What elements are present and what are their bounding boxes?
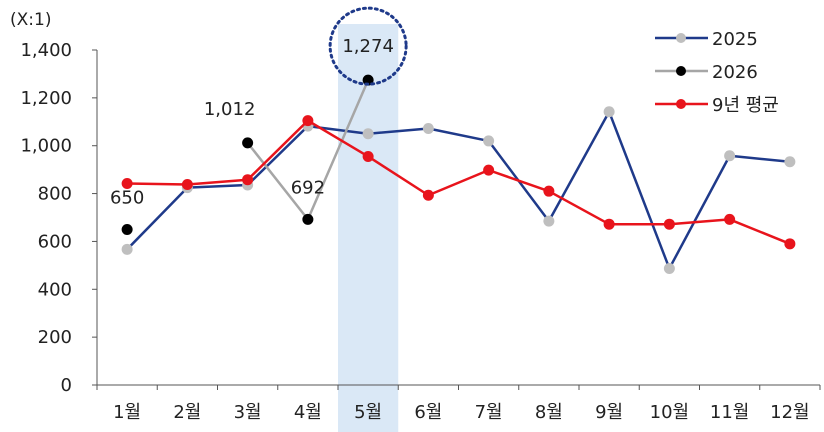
axes: 0 200 400 600 800 1,000 1,200 1,400 (X:1) 1월 2월 3월 4… bbox=[10, 10, 821, 423]
series-layer bbox=[121, 74, 796, 274]
x-tick-label: 9월 bbox=[595, 402, 623, 423]
data-point bbox=[362, 150, 374, 162]
highlight-layer bbox=[338, 24, 399, 432]
data-label: 692 bbox=[291, 177, 325, 198]
annotation-circle bbox=[328, 6, 408, 86]
legend-label: 2026 bbox=[712, 62, 758, 83]
x-tick-label: 10월 bbox=[650, 402, 689, 423]
series-1 bbox=[121, 106, 796, 274]
data-point bbox=[784, 156, 796, 168]
data-point bbox=[483, 164, 495, 176]
data-point bbox=[362, 128, 374, 140]
x-tick-label: 11월 bbox=[710, 402, 749, 423]
y-tick-label: 600 bbox=[38, 231, 72, 252]
data-point bbox=[543, 185, 555, 197]
data-point bbox=[242, 137, 254, 149]
legend-swatch-marker bbox=[676, 33, 686, 43]
x-tick-label: 2월 bbox=[173, 402, 201, 423]
data-point bbox=[663, 262, 675, 274]
series-line bbox=[126, 110, 790, 270]
x-tick-label: 7월 bbox=[475, 402, 503, 423]
x-tick-label: 6월 bbox=[414, 402, 442, 423]
series-line bbox=[127, 119, 791, 245]
legend-item-2: 2026 bbox=[655, 62, 758, 83]
data-point bbox=[603, 106, 615, 118]
x-tick-label: 5월 bbox=[354, 402, 382, 423]
x-tick-label: 8월 bbox=[535, 402, 563, 423]
x-tick-label: 4월 bbox=[294, 402, 322, 423]
data-point bbox=[181, 178, 193, 190]
data-point bbox=[724, 150, 736, 162]
data-labels: 650 1,012 692 1,274 bbox=[110, 6, 408, 208]
data-label: 1,274 bbox=[342, 36, 394, 57]
data-point bbox=[302, 115, 314, 127]
data-point bbox=[302, 213, 314, 225]
legend-swatch-marker bbox=[676, 66, 686, 76]
data-point bbox=[663, 218, 675, 230]
legend-item-1: 2025 bbox=[655, 29, 758, 50]
y-tick-label: 800 bbox=[38, 184, 72, 205]
unit-label: (X:1) bbox=[10, 10, 51, 30]
y-tick-label: 1,400 bbox=[20, 40, 72, 61]
y-tick-label: 0 bbox=[61, 375, 72, 396]
x-tick-label: 3월 bbox=[234, 402, 262, 423]
data-point bbox=[724, 213, 736, 225]
y-tick-label: 1,000 bbox=[20, 136, 72, 157]
data-label: 650 bbox=[110, 187, 144, 208]
data-point bbox=[483, 135, 495, 147]
data-point bbox=[422, 189, 434, 201]
data-label: 1,012 bbox=[204, 99, 256, 120]
highlight-band bbox=[338, 24, 399, 432]
data-point bbox=[422, 122, 434, 134]
legend: 2025 2026 9년 평균 bbox=[655, 29, 779, 116]
data-point bbox=[603, 218, 615, 230]
x-tick-label: 1월 bbox=[113, 402, 141, 423]
data-point bbox=[784, 238, 796, 250]
data-point bbox=[543, 215, 555, 227]
y-tick-label: 1,200 bbox=[20, 88, 72, 109]
x-tick-label: 12월 bbox=[770, 402, 809, 423]
y-tick-label: 400 bbox=[38, 279, 72, 300]
data-point bbox=[121, 243, 133, 255]
legend-label: 9년 평균 bbox=[712, 95, 779, 116]
legend-label: 2025 bbox=[712, 29, 758, 50]
legend-item-3: 9년 평균 bbox=[655, 95, 779, 116]
y-tick-label: 200 bbox=[38, 327, 72, 348]
series-3 bbox=[121, 115, 796, 250]
data-point bbox=[121, 178, 133, 190]
legend-swatch-marker bbox=[676, 99, 686, 109]
data-point bbox=[242, 174, 254, 186]
data-point bbox=[121, 223, 133, 235]
